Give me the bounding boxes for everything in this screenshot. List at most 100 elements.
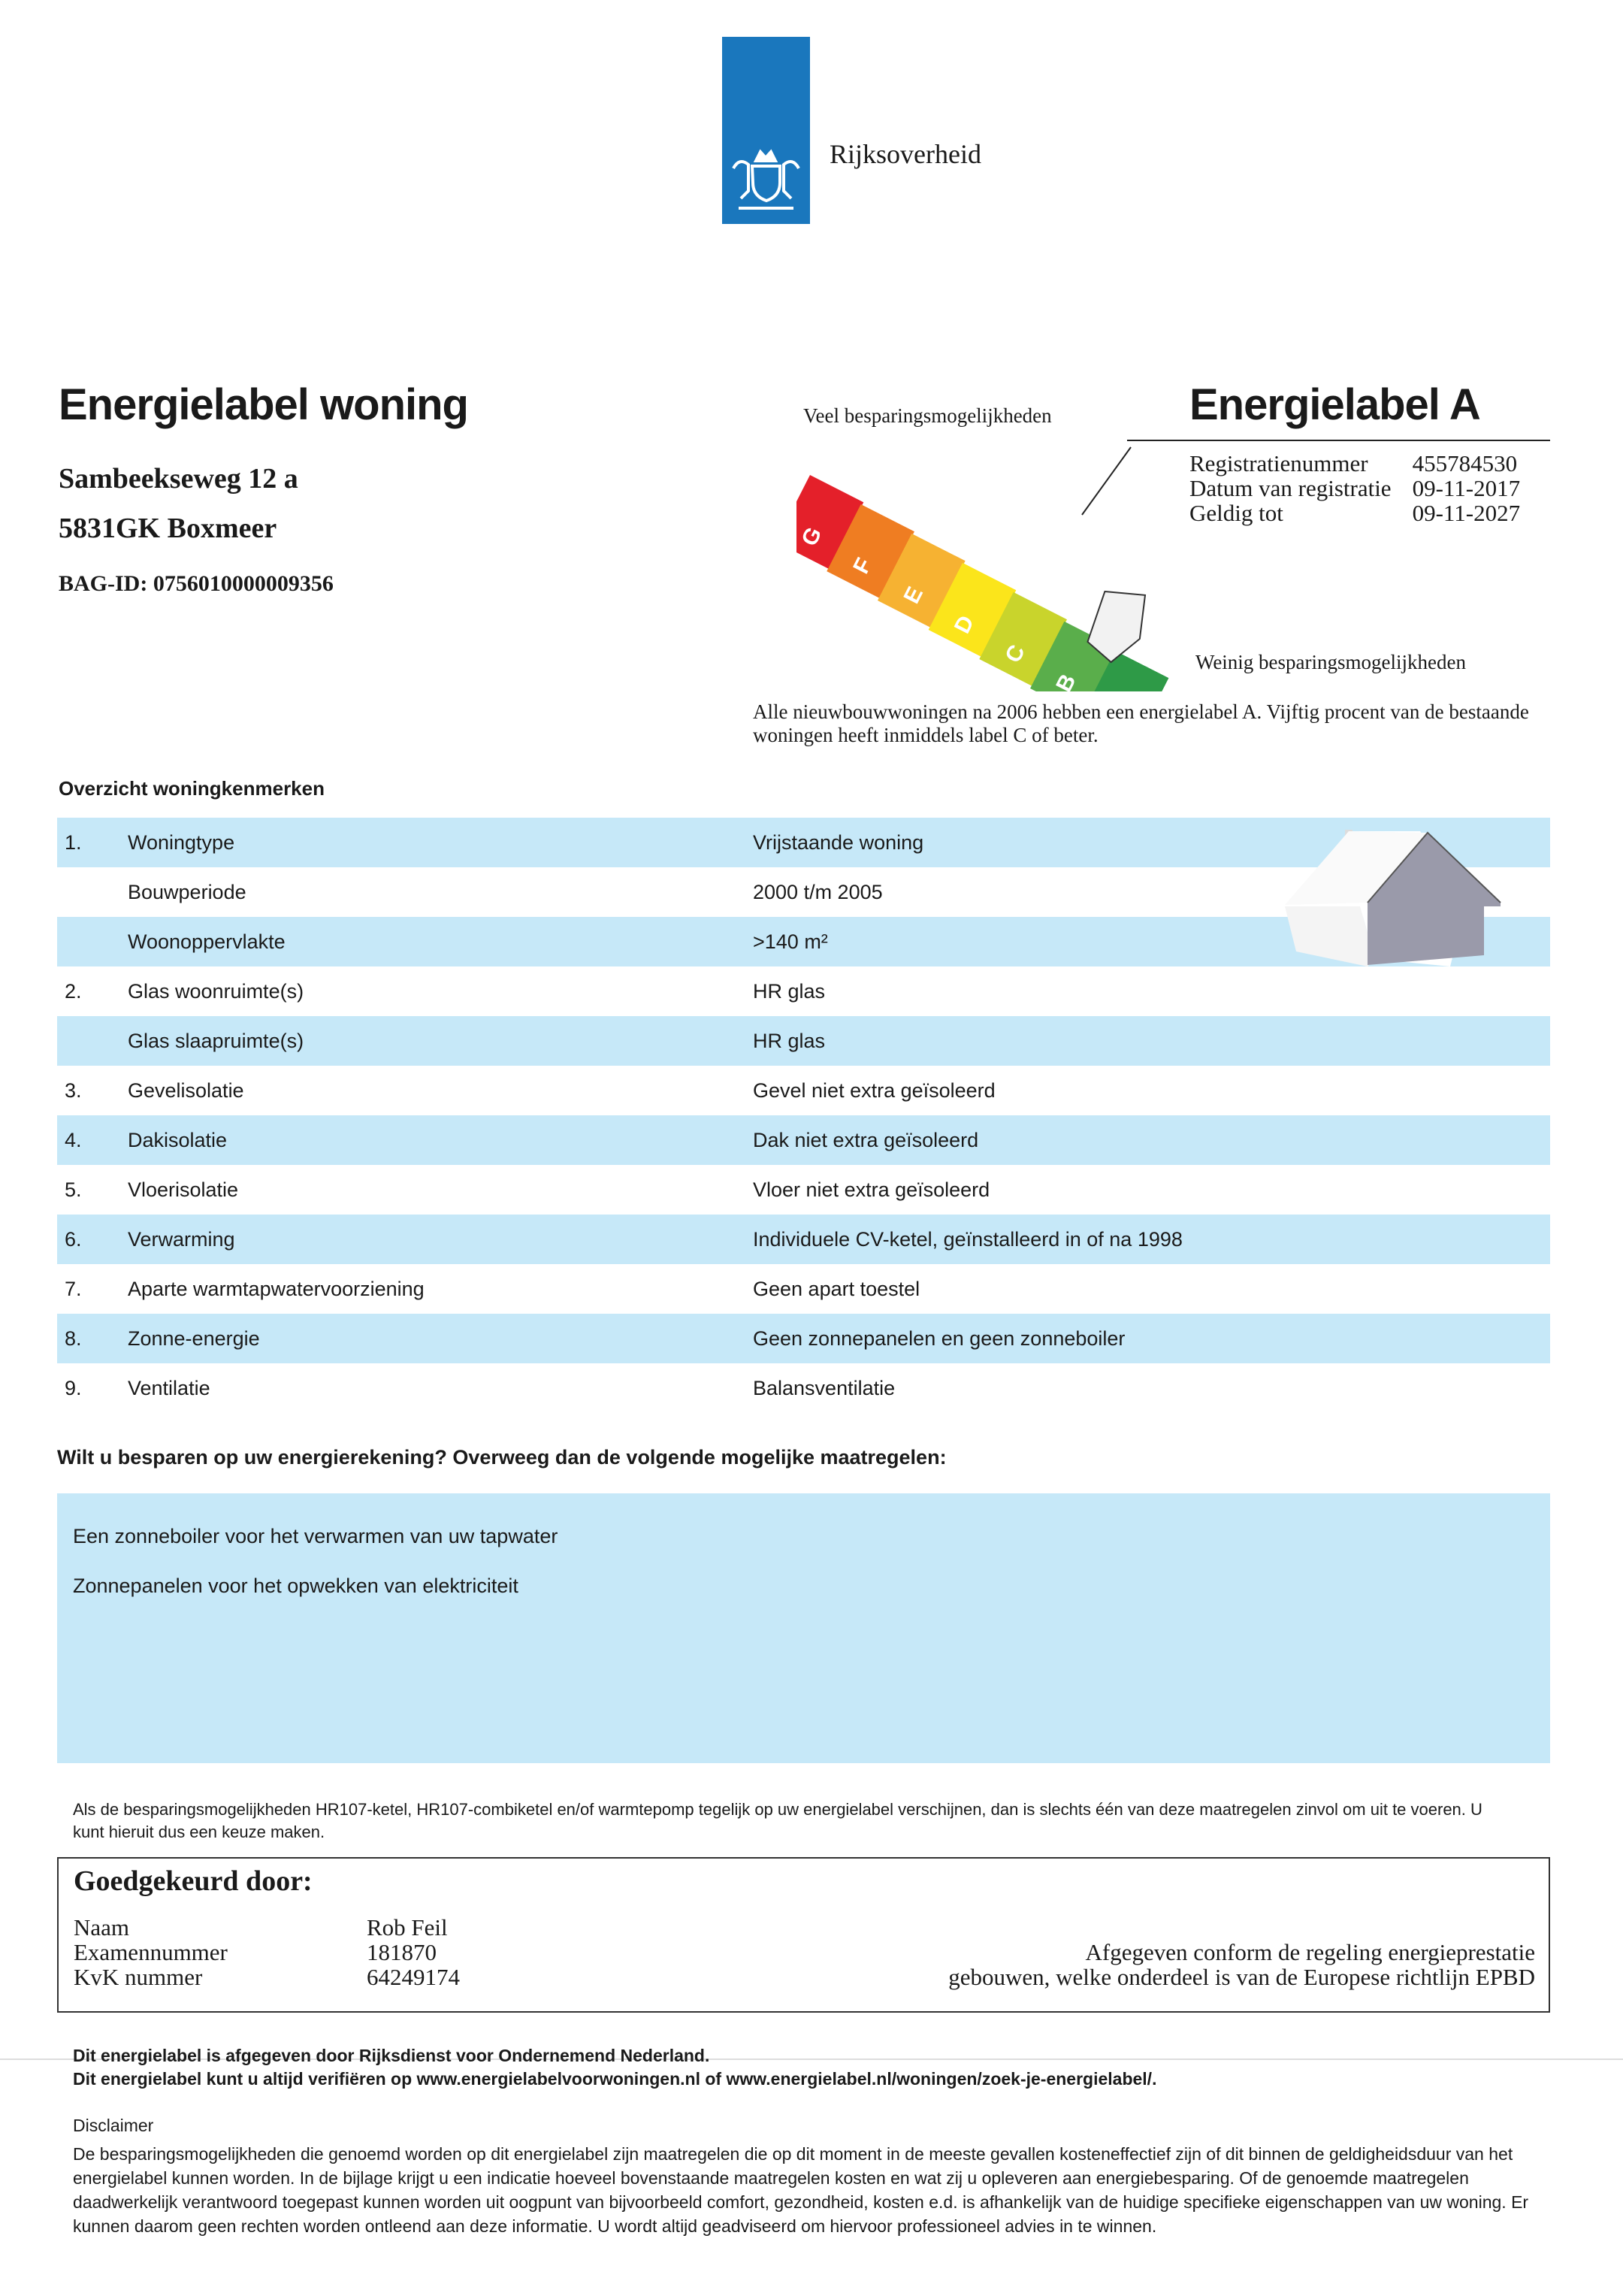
disclaimer-text: De besparingsmogelijkheden die genoemd w…: [73, 2144, 1529, 2236]
registration-label: Registratienummer: [1189, 450, 1368, 476]
registration-value: 455784530: [1412, 450, 1518, 476]
characteristics-table: 1. Woningtype Vrijstaande woning Bouwperiod…: [57, 818, 1550, 1413]
row-label: Gevelisolatie: [128, 1079, 244, 1102]
row-num: 3.: [65, 1079, 82, 1102]
row-label: Ventilatie: [128, 1377, 210, 1399]
table-row: Bouwperiode 2000 t/m 2005: [57, 867, 1550, 917]
table-row: 2. Glas woonruimte(s) HR glas: [57, 966, 1550, 1016]
row-label: Bouwperiode: [128, 881, 246, 903]
row-value: 2000 t/m 2005: [753, 881, 883, 903]
measures-box: Een zonneboiler voor het verwarmen van u…: [57, 1493, 1550, 1763]
measures-note: Als de besparingsmogelijkheden HR107-ket…: [73, 1800, 1482, 1841]
current-label-house-icon: [1087, 590, 1147, 664]
approval-labels: Naam Examennummer KvK nummer: [74, 1915, 228, 1989]
field-value: 64249174: [367, 1964, 460, 1990]
row-label: Zonne-energie: [128, 1327, 260, 1350]
row-label: Vloerisolatie: [128, 1178, 239, 1201]
row-label: Woonoppervlakte: [128, 930, 286, 953]
row-num: 2.: [65, 980, 82, 1003]
label-info-text: Alle nieuwbouwwoningen na 2006 hebben ee…: [753, 700, 1529, 746]
row-label: Glas slaapruimte(s): [128, 1030, 304, 1052]
measures-heading: Wilt u besparen op uw energierekening? O…: [57, 1446, 947, 1469]
table-row: 5. Vloerisolatie Vloer niet extra geïsolee…: [57, 1165, 1550, 1215]
measure-item: Een zonneboiler voor het verwarmen van u…: [73, 1525, 558, 1547]
registration-label: Geldig tot: [1189, 500, 1283, 526]
row-value: Balansventilatie: [753, 1377, 896, 1399]
field-value: Rob Feil: [367, 1914, 448, 1941]
address-street: Sambeekseweg 12 a: [59, 463, 298, 495]
issuer-info: Dit energielabel is afgegeven door Rijks…: [73, 2044, 1156, 2091]
registration-label: Datum van registratie: [1189, 475, 1392, 501]
table-row: 9. Ventilatie Balansventilatie: [57, 1363, 1550, 1413]
epbd-line: gebouwen, welke onderdeel is van de Euro…: [948, 1964, 1535, 1990]
registration-value: 09-11-2027: [1412, 500, 1521, 526]
row-value: HR glas: [753, 980, 826, 1003]
table-row: 1. Woningtype Vrijstaande woning: [57, 818, 1550, 867]
page-title: Energielabel woning: [59, 380, 469, 429]
label-scale-bottom-text: Weinig besparingsmogelijkheden: [1195, 651, 1466, 673]
house-icon: [1285, 830, 1501, 966]
table-row: Glas slaapruimte(s) HR glas: [57, 1016, 1550, 1066]
divider: [1127, 440, 1550, 441]
field-label: KvK nummer: [74, 1964, 203, 1990]
registration-row: Datum van registratie 09-11-2017: [1189, 476, 1541, 501]
energy-label-title: Energielabel A: [1189, 380, 1481, 429]
address-city: 5831GK Boxmeer: [59, 513, 277, 544]
approval-title: Goedgekeurd door:: [74, 1865, 313, 1897]
row-num: 7.: [65, 1278, 82, 1300]
row-value: Dak niet extra geïsoleerd: [753, 1129, 979, 1151]
row-value: Vloer niet extra geïsoleerd: [753, 1178, 990, 1201]
row-num: 6.: [65, 1228, 82, 1251]
coat-of-arms-icon: [732, 149, 800, 210]
label-class-C: [979, 591, 1068, 687]
row-value: HR glas: [753, 1030, 826, 1052]
row-num: 5.: [65, 1178, 82, 1201]
overview-heading: Overzicht woningkenmerken: [59, 777, 325, 800]
label-class-D: [928, 562, 1017, 658]
registration-row: Geldig tot 09-11-2027: [1189, 501, 1541, 525]
row-num: 9.: [65, 1377, 82, 1399]
registration-row: Registratienummer 455784530: [1189, 451, 1541, 476]
approval-box: Goedgekeurd door: Naam Examennummer KvK …: [57, 1857, 1550, 2013]
field-value: 181870: [367, 1939, 437, 1965]
field-label: Naam: [74, 1914, 130, 1941]
row-num: 1.: [65, 831, 82, 854]
epbd-line: Afgegeven conform de regeling energiepre…: [1085, 1939, 1536, 1965]
row-label: Dakisolatie: [128, 1129, 228, 1151]
row-label: Woningtype: [128, 831, 235, 854]
row-label: Verwarming: [128, 1228, 235, 1251]
table-row: 8. Zonne-energie Geen zonnepanelen en geen…: [57, 1314, 1550, 1363]
registration-table: Registratienummer 455784530 Datum van regi…: [1189, 451, 1541, 525]
measure-item: Zonnepanelen voor het opwekken van elekt…: [73, 1575, 518, 1597]
label-class-G: [796, 475, 864, 570]
row-num: 8.: [65, 1327, 82, 1350]
row-value: Geen zonnepanelen en geen zonneboiler: [753, 1327, 1126, 1350]
divider: [0, 2059, 1623, 2060]
row-label: Aparte warmtapwatervoorziening: [128, 1278, 425, 1300]
row-value: >140 m²: [753, 930, 828, 953]
approval-values: Rob Feil 181870 64249174: [367, 1915, 460, 1989]
table-row: 4. Dakisolatie Dak niet extra geïsoleerd: [57, 1115, 1550, 1165]
row-label: Glas woonruimte(s): [128, 980, 304, 1003]
table-row: 7. Aparte warmtapwatervoorziening Geen apa…: [57, 1264, 1550, 1314]
row-value: Geen apart toestel: [753, 1278, 920, 1300]
table-row: 3. Gevelisolatie Gevel niet extra geïsolee…: [57, 1066, 1550, 1115]
verify-line: Dit energielabel kunt u altijd verifiëre…: [73, 2069, 1157, 2089]
issuer-line: Dit energielabel is afgegeven door Rijks…: [73, 2046, 710, 2065]
label-scale-top-text: Veel besparingsmogelijkheden: [803, 404, 1052, 427]
field-label: Examennummer: [74, 1939, 228, 1965]
row-value: Individuele CV-ketel, geïnstalleerd in o…: [753, 1228, 1183, 1251]
label-class-F: [827, 504, 914, 599]
disclaimer-title: Disclaimer: [73, 2116, 154, 2135]
disclaimer: Disclaimer De besparingsmogelijkheden di…: [73, 2113, 1538, 2238]
row-num: 4.: [65, 1129, 82, 1151]
label-class-E: [877, 533, 966, 628]
pointer-line: [1081, 446, 1132, 516]
row-value: Vrijstaande woning: [753, 831, 924, 854]
row-value: Gevel niet extra geïsoleerd: [753, 1079, 996, 1102]
bag-id: BAG-ID: 0756010000009356: [59, 571, 334, 596]
epbd-statement: Afgegeven conform de regeling energiepre…: [948, 1940, 1535, 1989]
registration-value: 09-11-2017: [1412, 475, 1521, 501]
rijksoverheid-logo: [722, 37, 810, 224]
logo-text: Rijksoverheid: [830, 139, 981, 169]
